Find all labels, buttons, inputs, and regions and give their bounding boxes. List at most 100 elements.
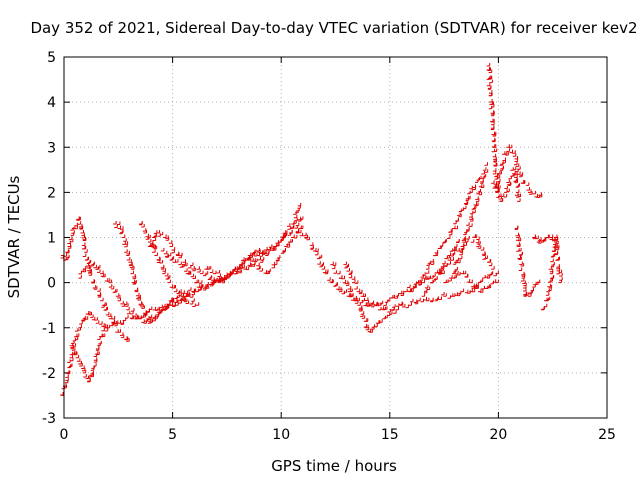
data-point — [213, 279, 217, 284]
data-point — [341, 275, 345, 280]
data-point — [120, 226, 124, 230]
data-point — [117, 320, 121, 324]
data-point — [359, 308, 363, 312]
data-point — [237, 264, 242, 269]
data-point — [348, 274, 353, 279]
data-point — [391, 307, 395, 311]
data-point — [515, 184, 520, 188]
data-point — [166, 275, 171, 279]
data-point — [175, 302, 179, 306]
data-point — [291, 234, 295, 238]
data-point — [550, 275, 555, 279]
data-point — [164, 303, 168, 308]
data-point — [315, 251, 319, 256]
data-point — [517, 255, 521, 259]
data-point — [126, 310, 131, 315]
data-point — [518, 267, 523, 271]
data-point — [354, 286, 358, 290]
data-point — [70, 357, 74, 362]
data-point — [183, 298, 188, 303]
data-point — [304, 235, 309, 239]
data-point — [163, 234, 167, 238]
data-point — [170, 256, 175, 260]
data-point — [82, 315, 87, 320]
data-point — [182, 297, 187, 302]
data-point — [532, 190, 536, 195]
data-point — [299, 225, 304, 229]
data-point — [71, 230, 75, 234]
data-point — [303, 232, 307, 237]
data-point — [192, 275, 196, 279]
data-point — [492, 153, 497, 158]
data-point — [87, 311, 91, 315]
data-point — [256, 248, 260, 252]
data-point — [71, 347, 76, 351]
data-point — [139, 221, 143, 226]
data-point — [441, 291, 445, 296]
data-point — [479, 289, 484, 293]
data-point — [555, 244, 560, 249]
data-point — [346, 268, 350, 272]
data-point — [192, 267, 196, 272]
data-point — [492, 133, 497, 137]
data-point — [191, 266, 195, 270]
data-point — [488, 262, 493, 267]
data-point — [85, 311, 90, 315]
data-point — [551, 248, 556, 252]
data-point — [74, 222, 78, 227]
data-point — [455, 270, 459, 275]
data-point — [271, 264, 275, 269]
data-point — [173, 299, 178, 303]
data-point — [496, 170, 501, 175]
data-point — [119, 230, 123, 235]
data-point — [173, 288, 178, 293]
data-point — [455, 217, 459, 222]
data-point — [447, 257, 452, 261]
data-point — [317, 261, 321, 265]
data-point — [484, 169, 489, 173]
data-point — [184, 290, 188, 295]
data-point — [79, 321, 83, 325]
data-point — [530, 287, 534, 292]
data-point — [486, 63, 491, 67]
data-point — [535, 235, 539, 240]
data-point — [217, 273, 221, 277]
data-point — [503, 194, 508, 198]
data-point — [99, 321, 103, 325]
data-point — [97, 292, 101, 296]
data-point — [114, 322, 118, 327]
data-point — [165, 237, 170, 241]
data-point — [128, 259, 132, 263]
data-point — [91, 280, 96, 284]
data-point — [361, 315, 366, 319]
data-point — [354, 280, 359, 284]
data-point — [74, 351, 78, 356]
data-point — [259, 268, 263, 272]
data-point — [247, 257, 252, 261]
data-point — [330, 261, 334, 266]
data-point — [130, 310, 134, 315]
data-point — [469, 223, 473, 227]
data-point — [371, 324, 376, 328]
data-point — [241, 260, 246, 264]
data-point — [470, 218, 474, 222]
data-point — [488, 90, 493, 94]
data-point — [389, 311, 393, 315]
data-point — [512, 150, 516, 154]
data-point — [169, 284, 174, 288]
data-point — [190, 273, 195, 278]
data-point — [413, 284, 417, 289]
data-point — [114, 224, 118, 228]
data-point — [449, 275, 453, 279]
data-point — [404, 288, 408, 293]
data-point — [386, 297, 391, 302]
data-point — [455, 257, 460, 262]
data-point — [88, 311, 92, 316]
data-point — [489, 271, 494, 275]
data-point — [542, 237, 547, 242]
data-point — [362, 293, 366, 297]
data-point — [245, 266, 250, 271]
data-point — [232, 266, 237, 270]
data-point — [449, 228, 453, 233]
data-point — [152, 237, 157, 241]
